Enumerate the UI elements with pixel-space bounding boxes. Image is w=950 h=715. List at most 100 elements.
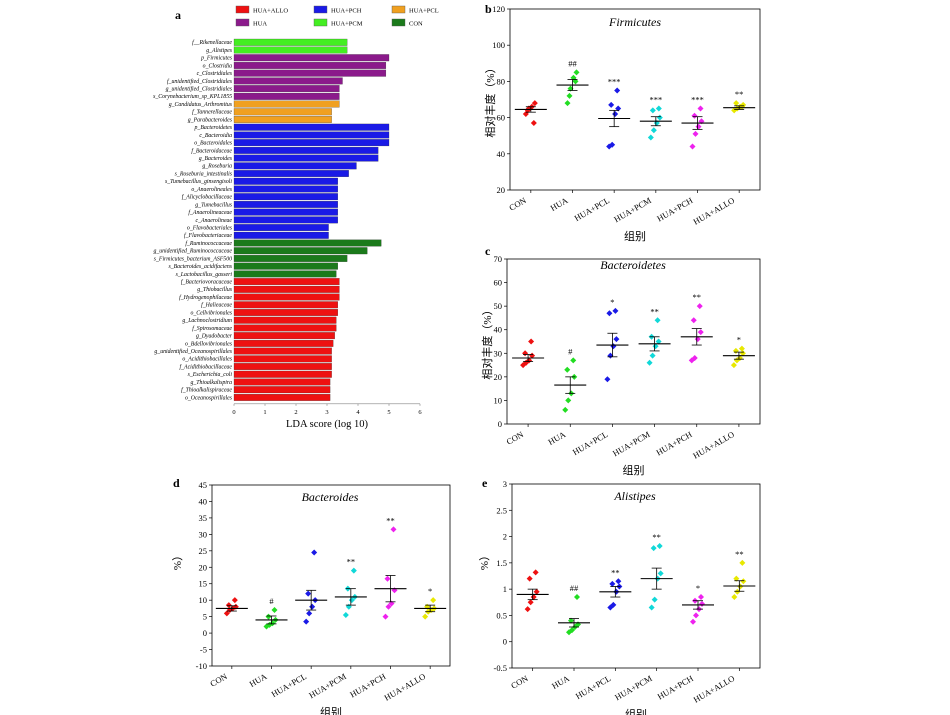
lda-bar-label: f_Halieaceae xyxy=(201,302,232,309)
y-tick-label: -5 xyxy=(200,645,207,655)
data-point xyxy=(609,141,616,148)
data-point xyxy=(614,87,621,94)
x-tick-label: HUA+ALLO xyxy=(691,195,736,227)
data-point xyxy=(730,362,737,369)
y-tick-label: 1 xyxy=(503,584,507,594)
data-point xyxy=(646,359,653,366)
y-tick-label: 100 xyxy=(492,40,505,50)
y-tick-label: 2 xyxy=(503,532,507,542)
data-point xyxy=(656,543,663,550)
lda-bar-label: f_Hydrogenophilaceae xyxy=(179,294,232,301)
lda-bar-label: g_Alistipes xyxy=(206,48,233,54)
lda-bar-label: o_Bdellovibrionales xyxy=(185,341,233,347)
x-tick-label: CON xyxy=(507,195,528,213)
data-point xyxy=(342,611,349,618)
x-tick-label: HUA+PCL xyxy=(574,673,613,701)
data-point xyxy=(532,569,539,576)
lda-bar xyxy=(233,216,338,224)
lda-x-tick-label: 1 xyxy=(263,409,266,416)
lda-bar-label: g_Thiobacillus xyxy=(197,287,233,293)
lda-bar xyxy=(233,355,332,363)
data-point xyxy=(657,570,664,577)
lda-bar xyxy=(233,69,387,77)
significance-label: ** xyxy=(735,549,744,559)
significance-label: * xyxy=(737,335,741,345)
data-point xyxy=(656,114,663,121)
lda-bar-label: s_Tumebacillus_ginsengisoli xyxy=(165,179,232,185)
data-point xyxy=(385,603,392,610)
data-point xyxy=(608,101,615,108)
data-point xyxy=(390,526,397,533)
lda-bar xyxy=(233,393,331,401)
data-point xyxy=(384,575,391,582)
significance-label: ** xyxy=(347,557,356,567)
y-axis-title: 相对丰度（%） xyxy=(480,304,494,379)
data-point xyxy=(652,343,659,350)
data-point xyxy=(733,575,740,582)
panel-d-letter: d xyxy=(173,476,180,490)
x-tick-label: HUA+PCL xyxy=(270,671,309,699)
data-point xyxy=(566,92,573,99)
lda-bar xyxy=(233,347,332,355)
y-tick-label: 0 xyxy=(503,637,507,647)
data-point xyxy=(612,110,619,117)
significance-label: * xyxy=(610,297,614,307)
x-tick-label: HUA+PCM xyxy=(613,673,654,702)
significance-label: # xyxy=(269,596,274,606)
data-point xyxy=(530,120,537,127)
x-tick-label: HUA+PCM xyxy=(611,429,652,458)
x-tick-label: HUA+PCH xyxy=(656,673,695,702)
data-point xyxy=(568,617,574,624)
significance-label: ** xyxy=(650,306,659,316)
lda-bar-label: f_Thioalkalispiraceae xyxy=(181,387,232,394)
lda-bar-label: f_Alicyclobacillaceae xyxy=(182,194,233,201)
firmicutes-chart-panel: Firmicutes 20 40 60 80 100 120 相对丰度（%） CON HUA ## H… xyxy=(483,4,761,243)
lda-bar-label: f_Ruminococcaceae xyxy=(185,240,232,247)
data-point xyxy=(699,600,705,607)
data-point xyxy=(651,596,658,603)
lda-bar-label: s_Bacteroides_acidifaciens xyxy=(168,263,232,270)
data-point xyxy=(303,618,310,625)
data-point xyxy=(350,567,357,574)
y-axis-title: %） xyxy=(171,550,184,570)
data-point xyxy=(694,336,701,343)
lda-bar xyxy=(233,208,338,216)
y-tick-label: 60 xyxy=(497,113,506,123)
data-point xyxy=(739,103,746,110)
lda-bar-label: f_Flavobacteriaceae xyxy=(184,232,232,239)
legend-label: CON xyxy=(409,21,423,28)
data-point xyxy=(655,338,662,345)
lda-bar-label: g_Bacteroides xyxy=(199,156,233,162)
significance-label: * xyxy=(696,583,700,593)
x-tick-label: HUA+PCH xyxy=(655,195,694,224)
data-point xyxy=(739,559,746,566)
data-point xyxy=(697,105,704,112)
lda-bar-label: g_Tumebacillus xyxy=(195,202,232,208)
chart-title: Bacteroides xyxy=(302,490,359,504)
y-axis-title: %） xyxy=(478,550,491,570)
legend-swatch xyxy=(235,5,250,14)
lda-bar xyxy=(233,301,338,309)
lda-bar xyxy=(233,100,340,108)
data-point xyxy=(692,130,699,137)
significance-label: * xyxy=(428,586,432,596)
lda-bar-label: f_Bacteroidaceae xyxy=(191,147,232,154)
x-tick-label: HUA xyxy=(248,671,270,689)
lda-bar-label: o_Acidithiobacillales xyxy=(182,357,232,363)
chart-title: Alistipes xyxy=(613,489,656,503)
data-point xyxy=(348,597,355,604)
data-point xyxy=(649,352,656,359)
data-point xyxy=(564,100,571,107)
x-tick-label: HUA+PCL xyxy=(571,429,610,457)
y-tick-label: 60 xyxy=(494,278,503,288)
y-tick-label: 30 xyxy=(494,348,503,358)
data-point xyxy=(690,317,697,324)
data-point xyxy=(647,134,654,141)
plot-frame xyxy=(509,8,761,191)
x-tick-label: HUA+ALLO xyxy=(382,671,427,703)
panel-a-letter: a xyxy=(175,8,181,22)
lda-bar-label: o_Flavobacteriales xyxy=(187,225,233,231)
y-tick-label: 20 xyxy=(497,185,506,195)
panel-b-letter: b xyxy=(485,2,492,16)
x-tick-label: HUA+PCM xyxy=(612,195,653,224)
